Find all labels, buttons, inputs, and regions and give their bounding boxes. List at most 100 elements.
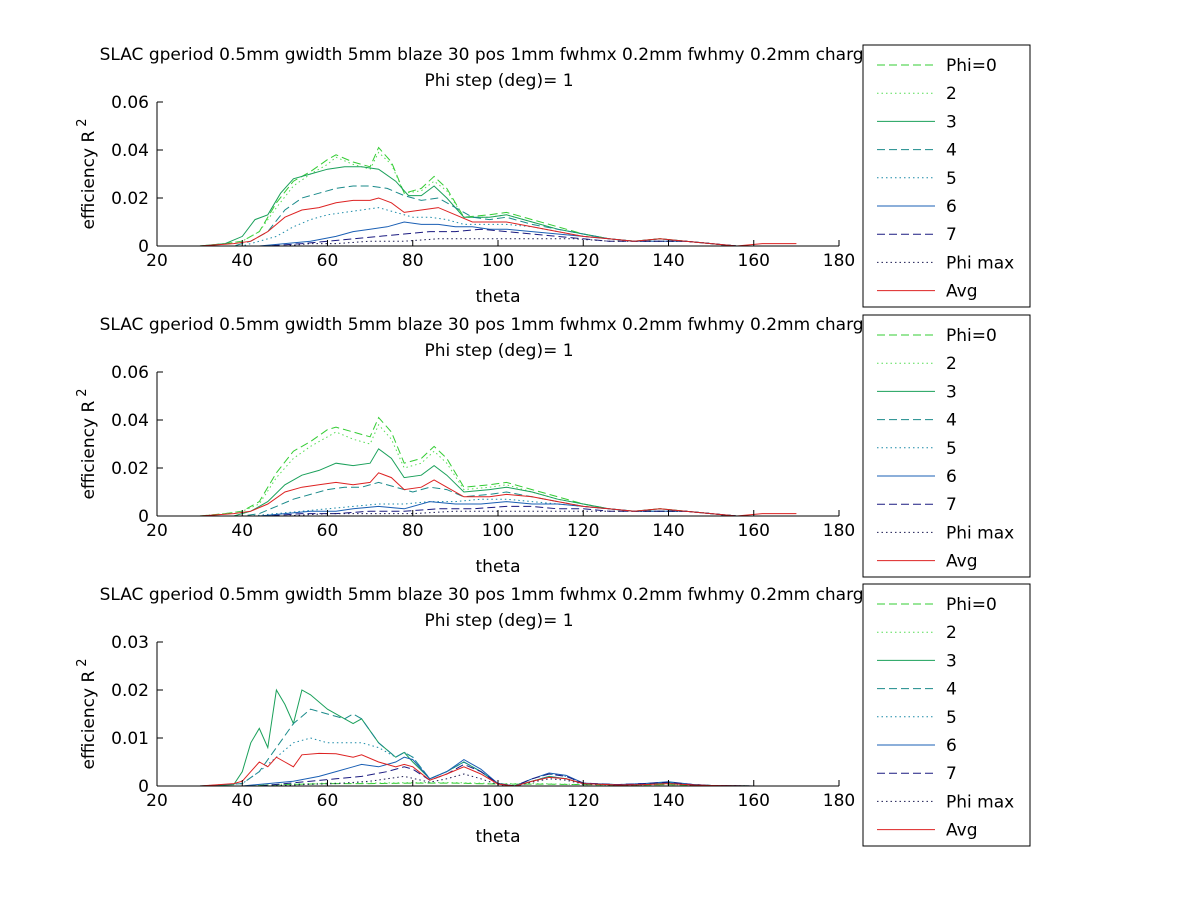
subplot-1: 20 40 60 80 100 120 140 160 180 0 0.02 0.04 0.06 SLAC… xyxy=(75,44,1031,308)
x-tick-label: 20 xyxy=(146,521,168,541)
y-axis-label-superscript: 2 xyxy=(75,388,90,396)
x-axis-label: theta xyxy=(476,827,521,847)
x-tick-label: 180 xyxy=(823,791,855,811)
x-tick-label: 20 xyxy=(146,251,168,271)
legend-label: 7 xyxy=(946,495,957,515)
x-tick-label: 160 xyxy=(738,521,770,541)
legend-label: 7 xyxy=(946,225,957,245)
legend-label: Phi max xyxy=(946,792,1014,812)
series-group xyxy=(199,688,797,787)
legend-item: 3 xyxy=(877,112,957,132)
legend: Phi=0 2 3 4 5 6 7 Phi max Avg xyxy=(862,44,1031,308)
plot-title: SLAC gperiod 0.5mm gwidth 5mm blaze 30 p… xyxy=(100,315,997,335)
x-tick-label: 60 xyxy=(317,251,339,271)
x-axis-label: theta xyxy=(476,287,521,307)
series-line-phi-0 xyxy=(199,146,797,247)
y-tick-label: 0.03 xyxy=(111,633,149,653)
y-axis-label-text: efficiency R xyxy=(79,671,99,770)
legend-item: 4 xyxy=(877,141,957,161)
series-line-5 xyxy=(199,737,797,787)
legend-box xyxy=(862,44,1031,308)
y-axis-label-text: efficiency R xyxy=(79,131,99,230)
legend-label: 5 xyxy=(946,169,957,189)
legend-label: 6 xyxy=(946,197,957,217)
legend-label: Avg xyxy=(946,552,978,572)
legend-label: 2 xyxy=(946,84,957,104)
y-tick-label: 0 xyxy=(138,507,149,527)
legend-label: 6 xyxy=(946,736,957,756)
plot-subtitle: Phi step (deg)= 1 xyxy=(424,341,573,361)
y-axis-label: efficiency R 2 xyxy=(75,658,99,769)
plot-subtitle: Phi step (deg)= 1 xyxy=(424,71,573,91)
y-tick-label: 0.02 xyxy=(111,459,149,479)
x-tick-label: 120 xyxy=(567,521,599,541)
y-tick-label: 0 xyxy=(138,237,149,257)
legend-item: Phi=0 xyxy=(877,595,997,615)
legend-item: 7 xyxy=(877,764,957,784)
legend-item: 2 xyxy=(877,84,957,104)
legend-label: 4 xyxy=(946,141,957,161)
y-tick-label: 0 xyxy=(138,777,149,797)
series-line-4 xyxy=(199,708,797,787)
legend-label: 7 xyxy=(946,764,957,784)
legend-item: Phi max xyxy=(877,792,1014,812)
x-tick-label: 160 xyxy=(738,251,770,271)
legend-item: 5 xyxy=(877,169,957,189)
series-line-phi-0 xyxy=(199,416,797,517)
legend-item: 5 xyxy=(877,708,957,728)
legend-item: Phi=0 xyxy=(877,326,997,346)
legend-label: Phi max xyxy=(946,253,1014,273)
x-tick-label: 140 xyxy=(652,251,684,271)
series-line-3 xyxy=(199,166,797,247)
legend-label: 4 xyxy=(946,411,957,431)
x-tick-label: 80 xyxy=(402,521,424,541)
legend-label: 5 xyxy=(946,439,957,459)
series-line-7 xyxy=(199,763,797,787)
series-line-avg xyxy=(199,197,797,247)
legend-item: 4 xyxy=(877,680,957,700)
plot-subtitle: Phi step (deg)= 1 xyxy=(424,611,573,631)
x-tick-label: 120 xyxy=(567,251,599,271)
legend-label: Phi=0 xyxy=(946,56,997,76)
legend-item: 7 xyxy=(877,495,957,515)
x-tick-label: 120 xyxy=(567,791,599,811)
x-tick-label: 60 xyxy=(317,521,339,541)
legend-label: 6 xyxy=(946,467,957,487)
legend-label: Phi=0 xyxy=(946,326,997,346)
legend-item: 3 xyxy=(877,382,957,402)
legend-label: 2 xyxy=(946,354,957,374)
legend-item: 6 xyxy=(877,736,957,756)
x-tick-label: 100 xyxy=(482,791,514,811)
y-axis-label-superscript: 2 xyxy=(75,118,90,126)
y-tick-label: 0.06 xyxy=(111,93,149,113)
legend-item: 2 xyxy=(877,354,957,374)
y-tick-label: 0.01 xyxy=(111,729,149,749)
subplot-2: 20 40 60 80 100 120 140 160 180 0 0.02 0.04 0.06 SLAC… xyxy=(75,314,1031,578)
plot-title: SLAC gperiod 0.5mm gwidth 5mm blaze 30 p… xyxy=(100,45,997,65)
legend-item: 6 xyxy=(877,197,957,217)
y-tick-label: 0.02 xyxy=(111,189,149,209)
legend: Phi=0 2 3 4 5 6 7 Phi max Avg xyxy=(862,314,1031,578)
x-tick-label: 40 xyxy=(231,791,253,811)
x-tick-label: 100 xyxy=(482,521,514,541)
y-tick-label: 0.04 xyxy=(111,411,149,431)
legend-item: Phi max xyxy=(877,523,1014,543)
y-axis-label: efficiency R 2 xyxy=(75,118,99,229)
series-group xyxy=(199,416,797,517)
y-tick-label: 0.06 xyxy=(111,363,149,383)
legend-label: 4 xyxy=(946,680,957,700)
legend-item: 5 xyxy=(877,439,957,459)
series-line-3 xyxy=(199,448,797,517)
legend: Phi=0 2 3 4 5 6 7 Phi max Avg xyxy=(862,583,1031,847)
series-line-3 xyxy=(199,688,797,787)
legend-label: Phi max xyxy=(946,523,1014,543)
series-line-2 xyxy=(199,151,797,247)
series-group xyxy=(199,146,797,247)
legend-box xyxy=(862,314,1031,578)
legend-item: 6 xyxy=(877,467,957,487)
legend-item: 7 xyxy=(877,225,957,245)
legend-label: 3 xyxy=(946,112,957,132)
x-tick-label: 140 xyxy=(652,791,684,811)
x-tick-label: 80 xyxy=(402,791,424,811)
